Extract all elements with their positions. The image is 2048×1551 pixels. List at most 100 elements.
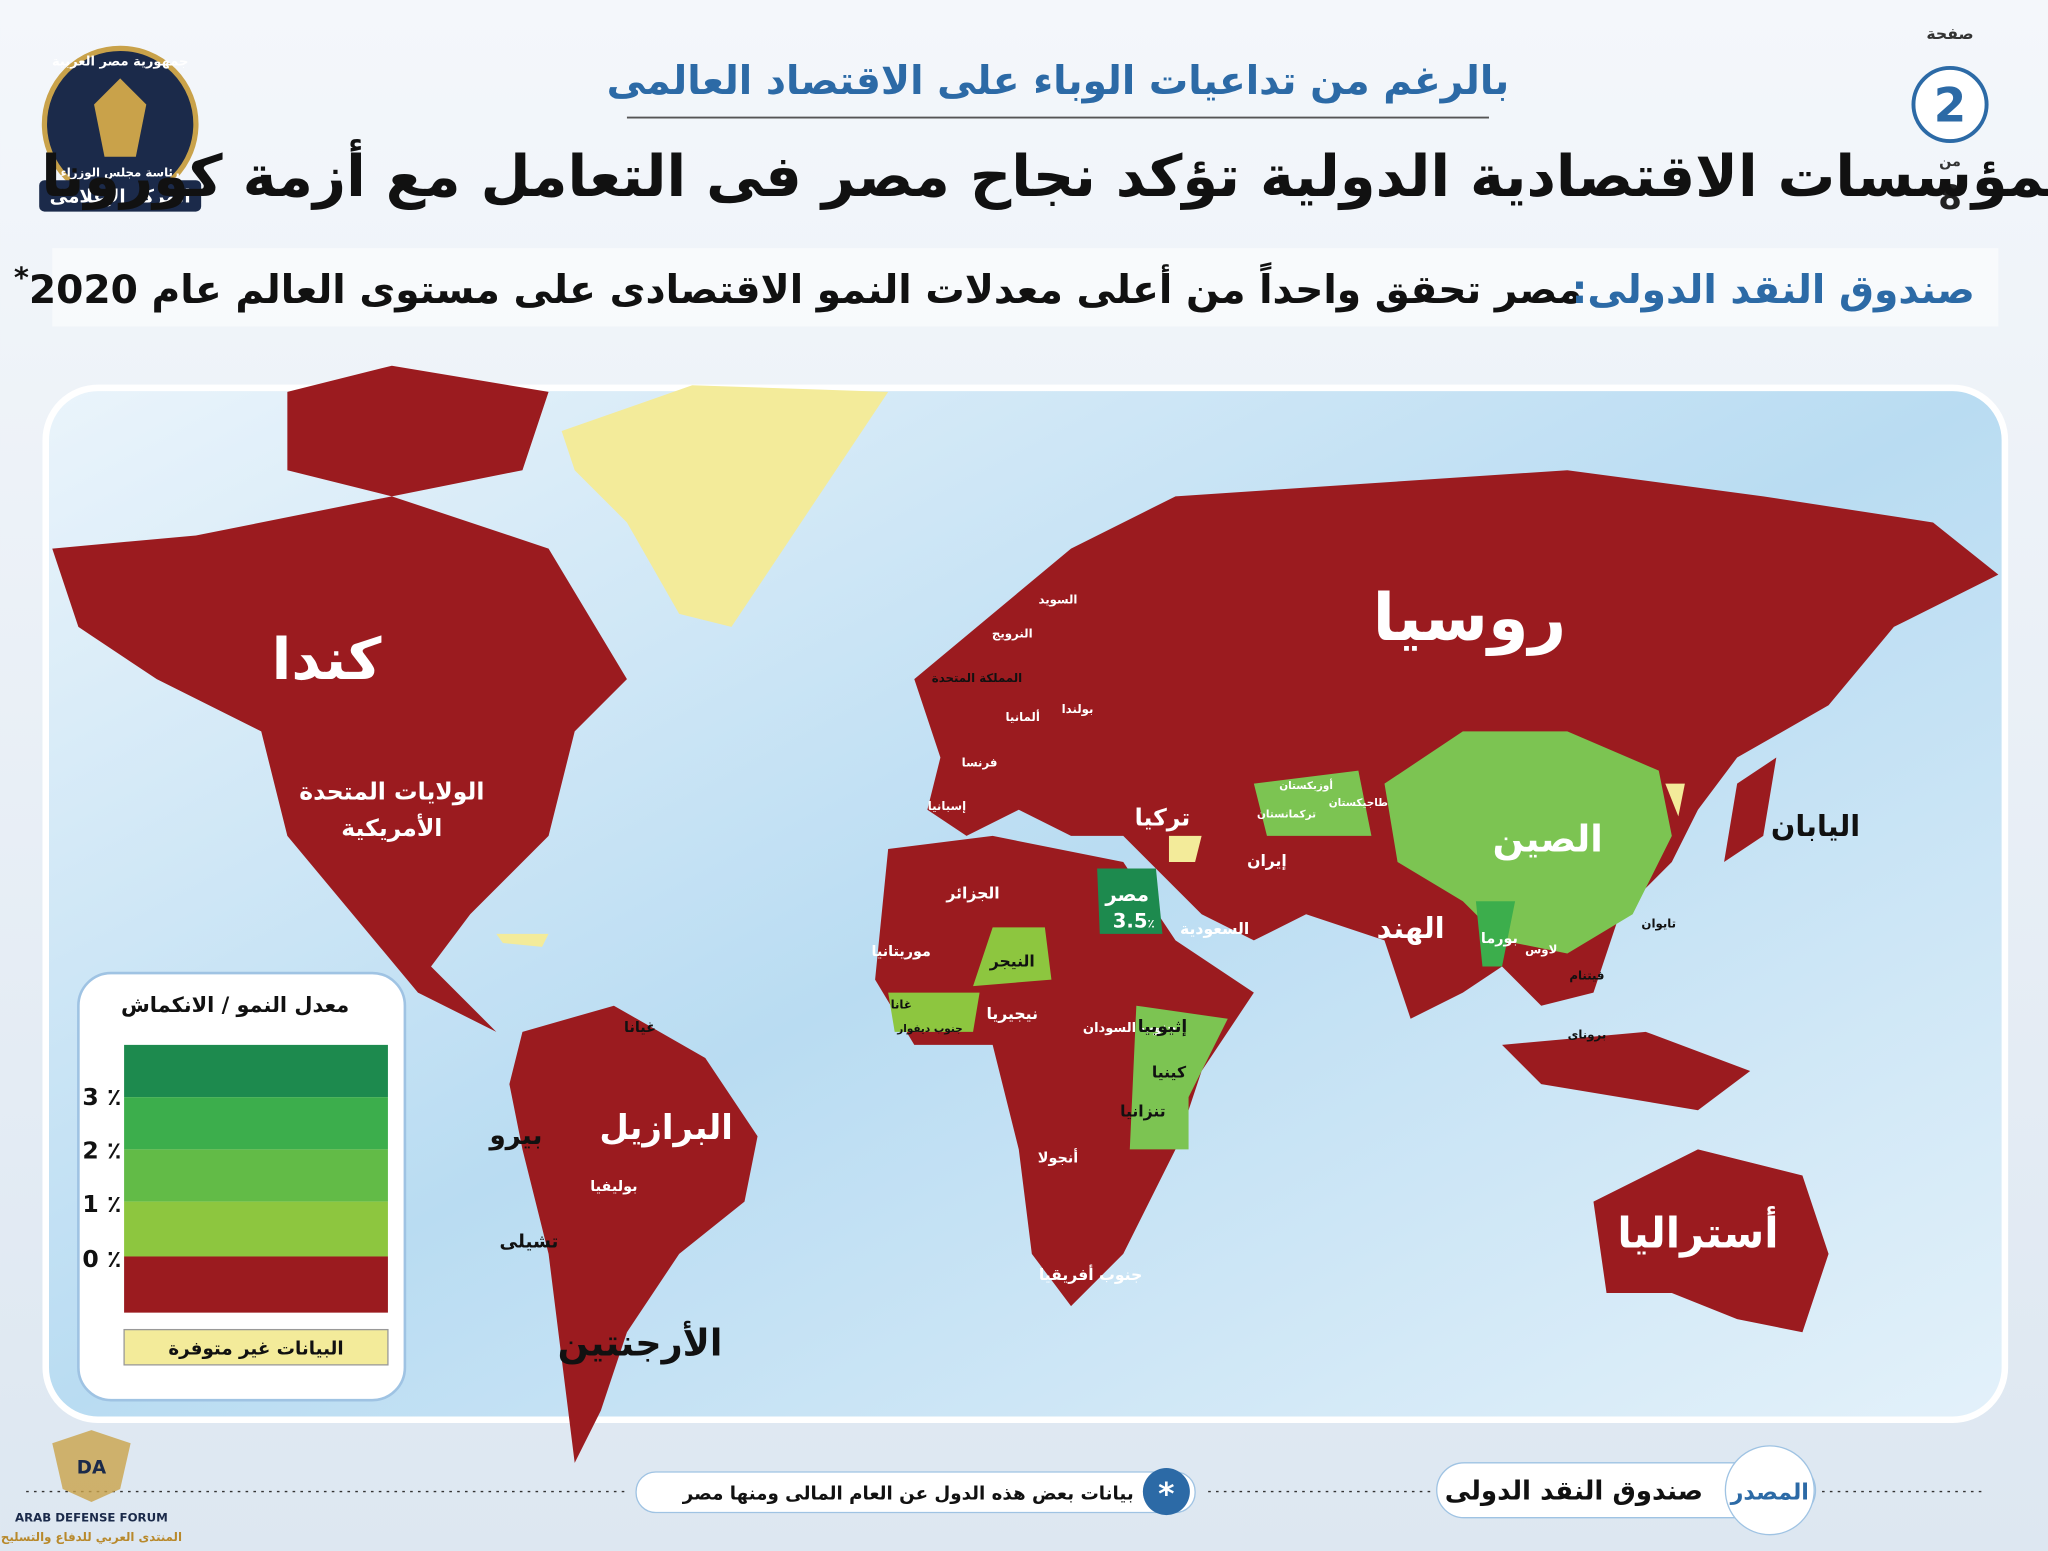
watermark-arabic: المنتدى العربي للدفاع والتسليح (1, 1530, 182, 1545)
country-label: إسبانيا (928, 799, 966, 813)
country-label: السويد (1038, 592, 1077, 607)
note: بيانات بعض هذه الدول عن العام المالى ومن… (682, 1483, 1134, 1504)
legend-tick-label: ٪ 0 (82, 1245, 121, 1273)
watermark-shield (52, 1430, 131, 1503)
africa (875, 835, 1254, 1307)
note-mark: * (1158, 1477, 1174, 1513)
page-number: 2 (1934, 78, 1967, 133)
legend-tick-label: ٪ 2 (82, 1137, 121, 1165)
map (52, 365, 1999, 1463)
legend-na (123, 1328, 389, 1366)
country-label: أنجولا (1038, 1148, 1078, 1166)
china (1384, 731, 1672, 954)
legend-band (124, 1256, 388, 1313)
niger (973, 927, 1052, 987)
country-label: غيانا (624, 1020, 656, 1036)
source: صندوق النقد الدولى (1445, 1476, 1703, 1506)
country-label: أوزبكستان (1279, 778, 1333, 792)
country-label: روسيا (1373, 580, 1567, 657)
country-label: اليابان (1771, 809, 1860, 843)
west-africa (888, 992, 980, 1032)
country-label: السعودية (1180, 919, 1249, 938)
page-of: من (1939, 154, 1961, 170)
country-label: تركيا (1135, 803, 1191, 831)
logo-text: رئاسة مجلس الوزراء (61, 165, 180, 180)
country-label: بوليفيا (590, 1179, 637, 1195)
south-america (509, 1005, 758, 1463)
country-label: لاوس (1525, 942, 1557, 957)
legend-band (124, 1097, 388, 1150)
east-africa (1129, 1005, 1228, 1150)
page-total: 8 (1938, 178, 1962, 218)
egypt-value: 3.5٪ (1113, 909, 1155, 932)
legend-ticks: ٪ 3 ٪ 2 ٪ 1 ٪ 0 (82, 1083, 121, 1273)
legend-tick-label: ٪ 1 (82, 1190, 121, 1218)
country-label: الجزائر (945, 884, 999, 903)
subtitle-text: مصر تحقق واحداً من أعلى معدلات النمو الا… (29, 261, 1582, 313)
country-label: البرازيل (599, 1108, 733, 1148)
title: المؤسسات الاقتصادية الدولية تؤكد نجاح مص… (41, 139, 2048, 211)
japan (1724, 757, 1777, 863)
country-label: بورما (1481, 931, 1518, 947)
map-labels: روسيا كندا الولايات المتحدة الأمريكية الصين ا… (272, 580, 1860, 1365)
legend-na-label: البيانات غير متوفرة (168, 1338, 343, 1359)
legend-band (124, 1149, 388, 1202)
page-circle (1911, 65, 1989, 144)
country-label: إثيوبيا (1138, 1017, 1187, 1037)
logo-banner (39, 180, 202, 212)
source-badge (1724, 1445, 1815, 1536)
kicker: بالرغم من تداعيات الوباء على الاقتصاد ال… (607, 59, 1510, 104)
country-label: النيجر (989, 952, 1035, 971)
country-label: بروناى (1568, 1027, 1607, 1042)
country-label: تنزانيا (1120, 1102, 1166, 1121)
country-label: المملكة المتحدة (932, 671, 1022, 685)
country-label: جنوب ديفوار (896, 1023, 962, 1035)
legend-tick-label: ٪ 3 (82, 1083, 121, 1111)
source-label: المصدر (1730, 1479, 1809, 1505)
country-label: بولندا (1062, 702, 1094, 717)
country-label: غانا (891, 997, 912, 1011)
subtitle-band (52, 248, 1999, 327)
country-label: الولايات المتحدة (299, 777, 484, 805)
country-label: طاجيكستان (1329, 797, 1388, 809)
country-label: أستراليا (1617, 1205, 1778, 1258)
logo-text: جمهورية مصر العربية (52, 54, 188, 69)
note-pill (635, 1471, 1196, 1514)
central-asia (1253, 770, 1372, 836)
cuba (496, 933, 549, 947)
country-label: بيرو (487, 1121, 542, 1151)
country-label: نيجيريا (987, 1004, 1038, 1023)
subtitle-mark: * (14, 260, 29, 294)
legend-band (124, 1044, 388, 1098)
country-label: موريتانيا (871, 944, 930, 960)
greenland (561, 385, 889, 627)
legend-title: معدل النمو / الانكماش (121, 993, 349, 1017)
country-label: الأرجنتين (558, 1321, 723, 1365)
country-label: تايوان (1641, 916, 1676, 931)
arctic-islands (287, 365, 549, 497)
syria (1168, 835, 1202, 863)
egypt-label: مصر (1104, 883, 1149, 906)
country-label: النرويج (992, 626, 1033, 641)
legend-band (124, 1201, 388, 1257)
country-label: كينيا (1152, 1063, 1187, 1082)
egypt (1097, 868, 1163, 934)
egypt-value-number: 3.5 (1113, 909, 1148, 932)
logo-eagle (94, 78, 147, 157)
note-icon (1142, 1468, 1190, 1516)
myanmar (1475, 901, 1516, 967)
country-label: جنوب السودان (1083, 1021, 1177, 1036)
egypt-value-unit: ٪ (1147, 916, 1154, 930)
page-label: صفحة (1926, 24, 1973, 43)
country-label: جنوب أفريقيا (1039, 1264, 1142, 1284)
watermark-name: ARAB DEFENSE FORUM (15, 1511, 168, 1525)
country-label: ألمانيا (1006, 709, 1040, 724)
source-pill (1436, 1462, 1817, 1519)
country-label: إيران (1247, 851, 1287, 870)
north-america (52, 496, 627, 1032)
subtitle-source: صندوق النقد الدولى: (1572, 268, 1975, 313)
indonesia (1502, 1031, 1751, 1111)
country-label: الهند (1377, 911, 1445, 945)
logo-text: المركز الإعلامى (50, 186, 191, 207)
